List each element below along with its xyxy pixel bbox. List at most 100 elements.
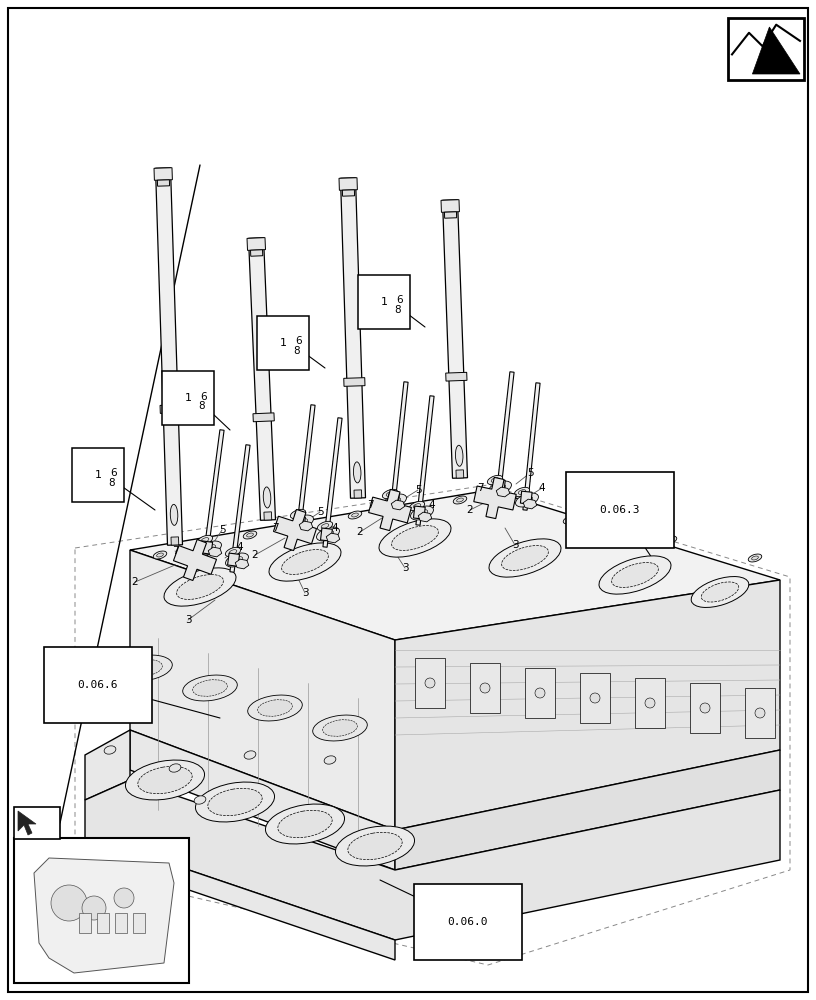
Ellipse shape <box>518 490 526 494</box>
Text: 7: 7 <box>477 483 483 493</box>
Text: 2: 2 <box>357 527 363 537</box>
Ellipse shape <box>514 487 530 497</box>
Ellipse shape <box>425 678 435 688</box>
Ellipse shape <box>700 703 710 713</box>
Polygon shape <box>296 405 315 535</box>
Ellipse shape <box>353 462 361 483</box>
Ellipse shape <box>386 492 394 496</box>
Ellipse shape <box>225 553 248 567</box>
Ellipse shape <box>489 481 512 495</box>
Text: 4: 4 <box>539 483 545 493</box>
Polygon shape <box>247 238 265 250</box>
Ellipse shape <box>244 751 256 759</box>
Ellipse shape <box>164 568 236 606</box>
Text: 8: 8 <box>108 478 114 488</box>
Text: 5: 5 <box>526 468 534 478</box>
Ellipse shape <box>265 804 344 844</box>
Ellipse shape <box>202 538 209 542</box>
Ellipse shape <box>231 557 242 563</box>
Text: 3: 3 <box>302 588 308 598</box>
Ellipse shape <box>290 509 306 519</box>
Ellipse shape <box>183 675 237 701</box>
Polygon shape <box>85 730 130 800</box>
Polygon shape <box>230 445 250 572</box>
Ellipse shape <box>313 715 367 741</box>
Text: 6: 6 <box>396 295 402 305</box>
Ellipse shape <box>82 896 106 920</box>
Ellipse shape <box>248 695 302 721</box>
Polygon shape <box>85 780 780 940</box>
Polygon shape <box>442 200 468 478</box>
Ellipse shape <box>171 504 178 525</box>
Polygon shape <box>251 250 263 256</box>
Polygon shape <box>523 499 537 509</box>
Ellipse shape <box>204 545 215 551</box>
Ellipse shape <box>379 519 451 557</box>
Polygon shape <box>496 487 510 497</box>
Ellipse shape <box>324 756 336 764</box>
Bar <box>525 668 555 718</box>
Polygon shape <box>201 541 213 554</box>
Ellipse shape <box>317 527 339 541</box>
Polygon shape <box>203 430 224 560</box>
Ellipse shape <box>193 680 228 696</box>
Text: 3: 3 <box>184 615 191 625</box>
Polygon shape <box>174 539 216 581</box>
Polygon shape <box>326 533 339 543</box>
Bar <box>635 678 665 728</box>
Ellipse shape <box>410 506 433 520</box>
Polygon shape <box>340 178 366 498</box>
Bar <box>115 913 127 933</box>
Ellipse shape <box>290 515 313 529</box>
Text: 1: 1 <box>280 338 286 348</box>
Ellipse shape <box>453 496 467 504</box>
Ellipse shape <box>126 760 205 800</box>
Ellipse shape <box>198 541 221 555</box>
Ellipse shape <box>296 519 308 525</box>
Text: 3: 3 <box>401 563 408 573</box>
Ellipse shape <box>258 700 292 716</box>
Text: 4: 4 <box>237 542 243 552</box>
Ellipse shape <box>491 478 499 482</box>
Polygon shape <box>171 537 179 545</box>
Polygon shape <box>344 378 365 386</box>
Text: 0.06.0: 0.06.0 <box>448 917 488 927</box>
Ellipse shape <box>383 489 397 499</box>
Ellipse shape <box>752 556 758 560</box>
Ellipse shape <box>612 563 659 587</box>
Ellipse shape <box>535 688 545 698</box>
Polygon shape <box>130 490 780 640</box>
Polygon shape <box>390 382 408 513</box>
Text: 6: 6 <box>110 468 117 478</box>
Bar <box>470 663 500 713</box>
Bar <box>728 18 804 80</box>
Bar <box>580 673 610 723</box>
Polygon shape <box>414 506 425 519</box>
Ellipse shape <box>389 498 401 504</box>
Ellipse shape <box>384 494 406 508</box>
Ellipse shape <box>104 746 116 754</box>
Text: 2: 2 <box>467 505 473 515</box>
Polygon shape <box>752 27 800 74</box>
Ellipse shape <box>269 543 341 581</box>
Ellipse shape <box>413 504 421 508</box>
Ellipse shape <box>322 524 329 528</box>
Ellipse shape <box>243 531 257 539</box>
Ellipse shape <box>667 538 673 542</box>
Bar <box>133 913 145 933</box>
Polygon shape <box>419 512 432 522</box>
Polygon shape <box>228 553 240 566</box>
Polygon shape <box>157 180 170 186</box>
Polygon shape <box>343 190 355 196</box>
Bar <box>14 838 189 983</box>
Ellipse shape <box>197 535 213 545</box>
Ellipse shape <box>317 521 333 531</box>
Ellipse shape <box>322 531 334 537</box>
Polygon shape <box>208 547 222 557</box>
Ellipse shape <box>157 553 163 557</box>
Text: 3: 3 <box>512 540 518 550</box>
Ellipse shape <box>335 826 415 866</box>
Text: 0.06.6: 0.06.6 <box>78 680 118 690</box>
Ellipse shape <box>590 693 600 703</box>
Ellipse shape <box>127 660 162 676</box>
